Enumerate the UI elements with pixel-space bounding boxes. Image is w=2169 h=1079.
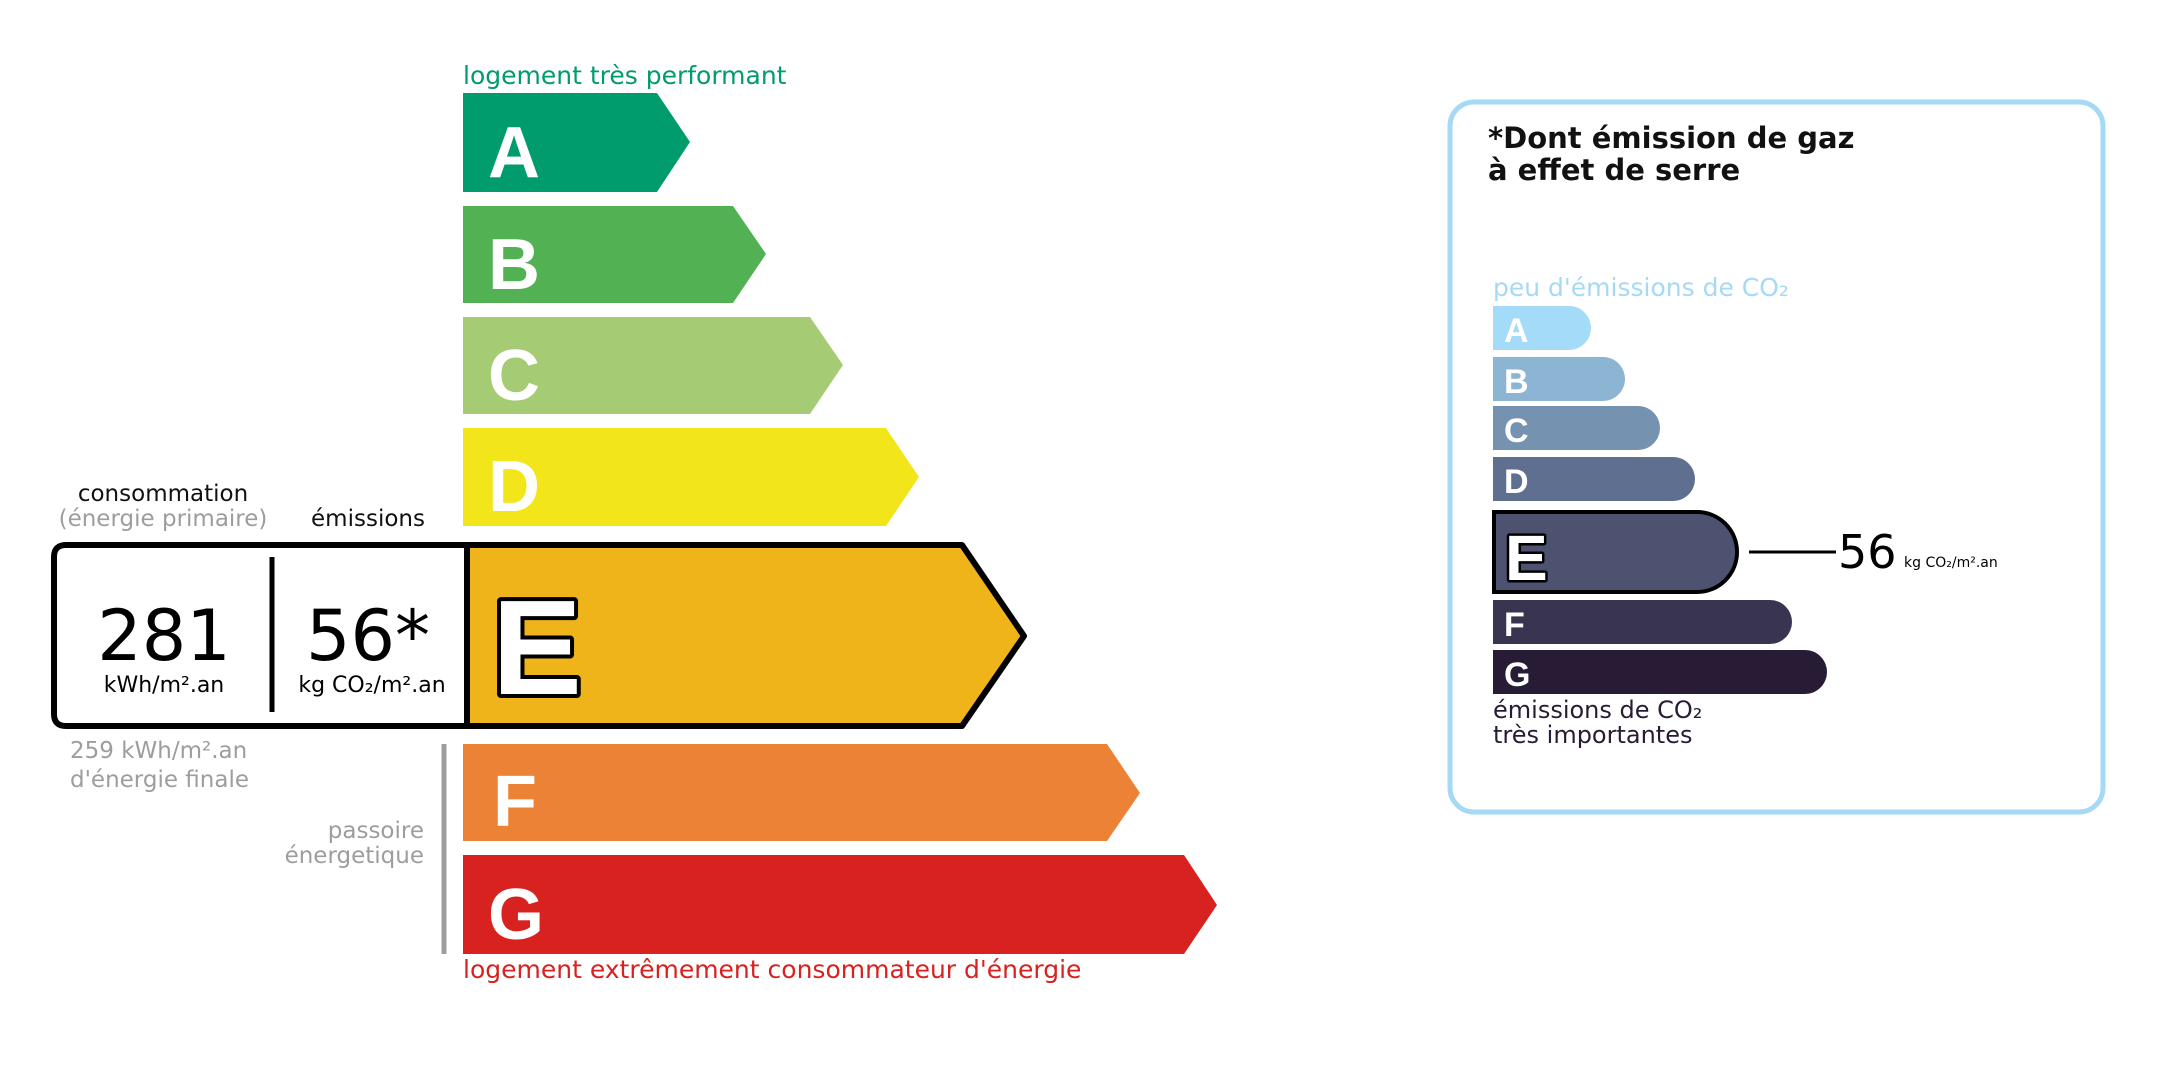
dpe-letter-g: G [488, 875, 544, 955]
ges-bar-e [1492, 510, 1739, 594]
ges-letter-g: G [1504, 656, 1530, 694]
emissions-value: 56* [306, 595, 430, 677]
ges-value: 56 [1838, 525, 1897, 579]
emissions-unit: kg CO₂/m².an [298, 673, 445, 698]
final-energy-value: 259 kWh/m².an [70, 738, 247, 764]
ges-top-label: peu d'émissions de CO₂ [1493, 273, 1789, 302]
value-box [51, 542, 470, 729]
dpe-bar-f [463, 744, 1140, 841]
ges-bar-b [1493, 357, 1625, 401]
ges-bar-a [1493, 306, 1591, 350]
ges-letter-a: A [1504, 312, 1529, 350]
ges-bar-d [1493, 457, 1695, 501]
dpe-bar-a [463, 93, 690, 192]
consumption-unit: kWh/m².an [104, 673, 225, 698]
ges-title-line2: à effet de serre [1488, 153, 1740, 187]
dpe-bar-c [463, 317, 843, 414]
ges-letter-f: F [1504, 606, 1525, 644]
dpe-letter-f: F [493, 762, 537, 842]
ges-bar-g [1493, 650, 1827, 694]
ges-bar-c [1493, 406, 1660, 450]
passoire-label-line2: énergetique [285, 843, 424, 869]
ges-bottom-line1: émissions de CO₂ [1493, 696, 1702, 724]
consumption-label: consommation [78, 481, 248, 507]
ges-letter-d: D [1504, 463, 1529, 501]
dpe-letter-d: D [488, 447, 540, 527]
dpe-letter-c: C [488, 336, 540, 416]
ges-bar-f [1493, 600, 1792, 644]
ges-title-line1: *Dont émission de gaz [1488, 121, 1854, 155]
dpe-bottom-label: logement extrêmement consommateur d'éner… [463, 955, 1081, 984]
ges-letter-e: E [1505, 522, 1548, 594]
dpe-scale: logement très performant A B C D consomm… [51, 61, 1217, 984]
dpe-bar-b [463, 206, 766, 303]
dpe-bar-g [463, 855, 1217, 954]
passoire-label-line1: passoire [328, 818, 424, 844]
dpe-letter-a: A [488, 113, 540, 193]
dpe-letter-b: B [488, 225, 540, 305]
ges-panel: *Dont émission de gaz à effet de serre p… [1447, 99, 2106, 815]
ges-letter-c: C [1504, 412, 1529, 450]
dpe-current-class: E 281 kWh/m².an 56* kg CO₂/m².an [51, 542, 1027, 729]
ges-letter-b: B [1504, 363, 1529, 401]
dpe-top-label: logement très performant [463, 61, 787, 90]
consumption-sublabel: (énergie primaire) [59, 506, 268, 532]
final-energy-label: d'énergie finale [70, 767, 249, 793]
dpe-bar-d [463, 428, 919, 526]
consumption-value: 281 [97, 595, 231, 677]
ges-unit: kg CO₂/m².an [1904, 555, 1998, 571]
dpe-letter-e: E [492, 572, 582, 723]
ges-bottom-line2: très importantes [1493, 721, 1693, 749]
emissions-label: émissions [311, 506, 425, 532]
